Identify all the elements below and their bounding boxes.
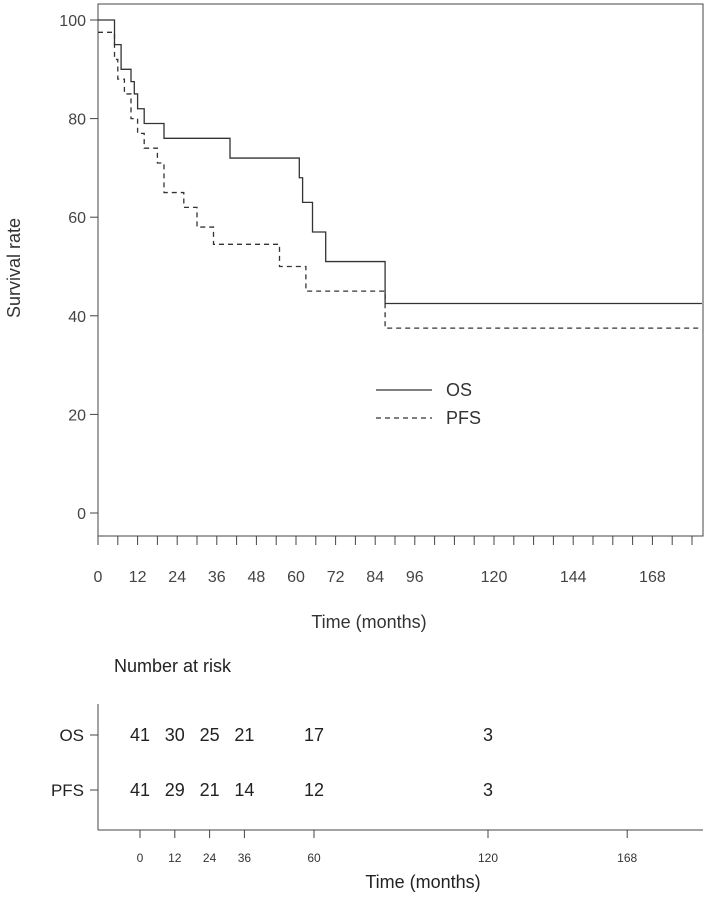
x-tick-label: 84 [366, 569, 384, 586]
y-axis: 0 20 40 60 80 100 [59, 13, 98, 523]
risk-time-label: 168 [617, 851, 637, 865]
risk-count-pfs: 21 [200, 780, 220, 800]
x-axis: 0 12 24 36 48 60 72 84 96 120 144 168 [94, 536, 693, 586]
series-pfs-curve [98, 31, 702, 329]
risk-time-label: 36 [238, 851, 252, 865]
risk-x-title: Time (months) [365, 872, 480, 892]
x-tick-label: 24 [168, 569, 186, 586]
x-tick-label: 96 [406, 569, 424, 586]
risk-count-os: 21 [234, 725, 254, 745]
series-layer [98, 19, 702, 329]
risk-rows: OS 41 30 25 21 17 3 PFS 41 29 21 14 12 3 [51, 725, 493, 800]
x-tick-label: 168 [639, 569, 666, 586]
y-tick-label: 100 [59, 13, 86, 30]
risk-time-label: 0 [137, 851, 144, 865]
legend: OS PFS [376, 380, 481, 428]
risk-row-label-os: OS [59, 726, 84, 745]
risk-heading: Number at risk [114, 656, 232, 676]
x-tick-label: 48 [248, 569, 266, 586]
risk-time-label: 120 [478, 851, 498, 865]
risk-count-os: 25 [200, 725, 220, 745]
y-tick-label: 60 [68, 210, 86, 227]
x-tick-label: 144 [560, 569, 587, 586]
risk-count-pfs: 3 [483, 780, 493, 800]
risk-count-pfs: 12 [304, 780, 324, 800]
plot-frame [97, 3, 704, 537]
x-tick-label: 0 [94, 569, 103, 586]
y-tick-label: 40 [68, 309, 86, 326]
risk-count-pfs: 14 [234, 780, 254, 800]
legend-pfs-label: PFS [446, 408, 481, 428]
x-tick-label: 60 [287, 569, 305, 586]
x-tick-label: 72 [327, 569, 345, 586]
risk-count-os: 30 [165, 725, 185, 745]
series-os-curve [98, 19, 702, 305]
risk-time-ticks: 0 12 24 36 60 120 168 [137, 830, 638, 865]
y-tick-label: 20 [68, 407, 86, 424]
risk-count-os: 3 [483, 725, 493, 745]
risk-count-os: 17 [304, 725, 324, 745]
x-tick-label: 36 [208, 569, 226, 586]
risk-time-label: 60 [307, 851, 321, 865]
y-tick-label: 0 [77, 506, 86, 523]
risk-count-pfs: 41 [130, 780, 150, 800]
risk-time-label: 12 [168, 851, 182, 865]
risk-time-label: 24 [203, 851, 217, 865]
x-axis-title: Time (months) [311, 612, 426, 632]
risk-count-pfs: 29 [165, 780, 185, 800]
y-tick-label: 80 [68, 112, 86, 129]
x-tick-label: 12 [129, 569, 147, 586]
risk-count-os: 41 [130, 725, 150, 745]
x-tick-label: 120 [481, 569, 508, 586]
legend-os-label: OS [446, 380, 472, 400]
risk-row-label-pfs: PFS [51, 781, 84, 800]
y-axis-title: Survival rate [4, 218, 24, 318]
